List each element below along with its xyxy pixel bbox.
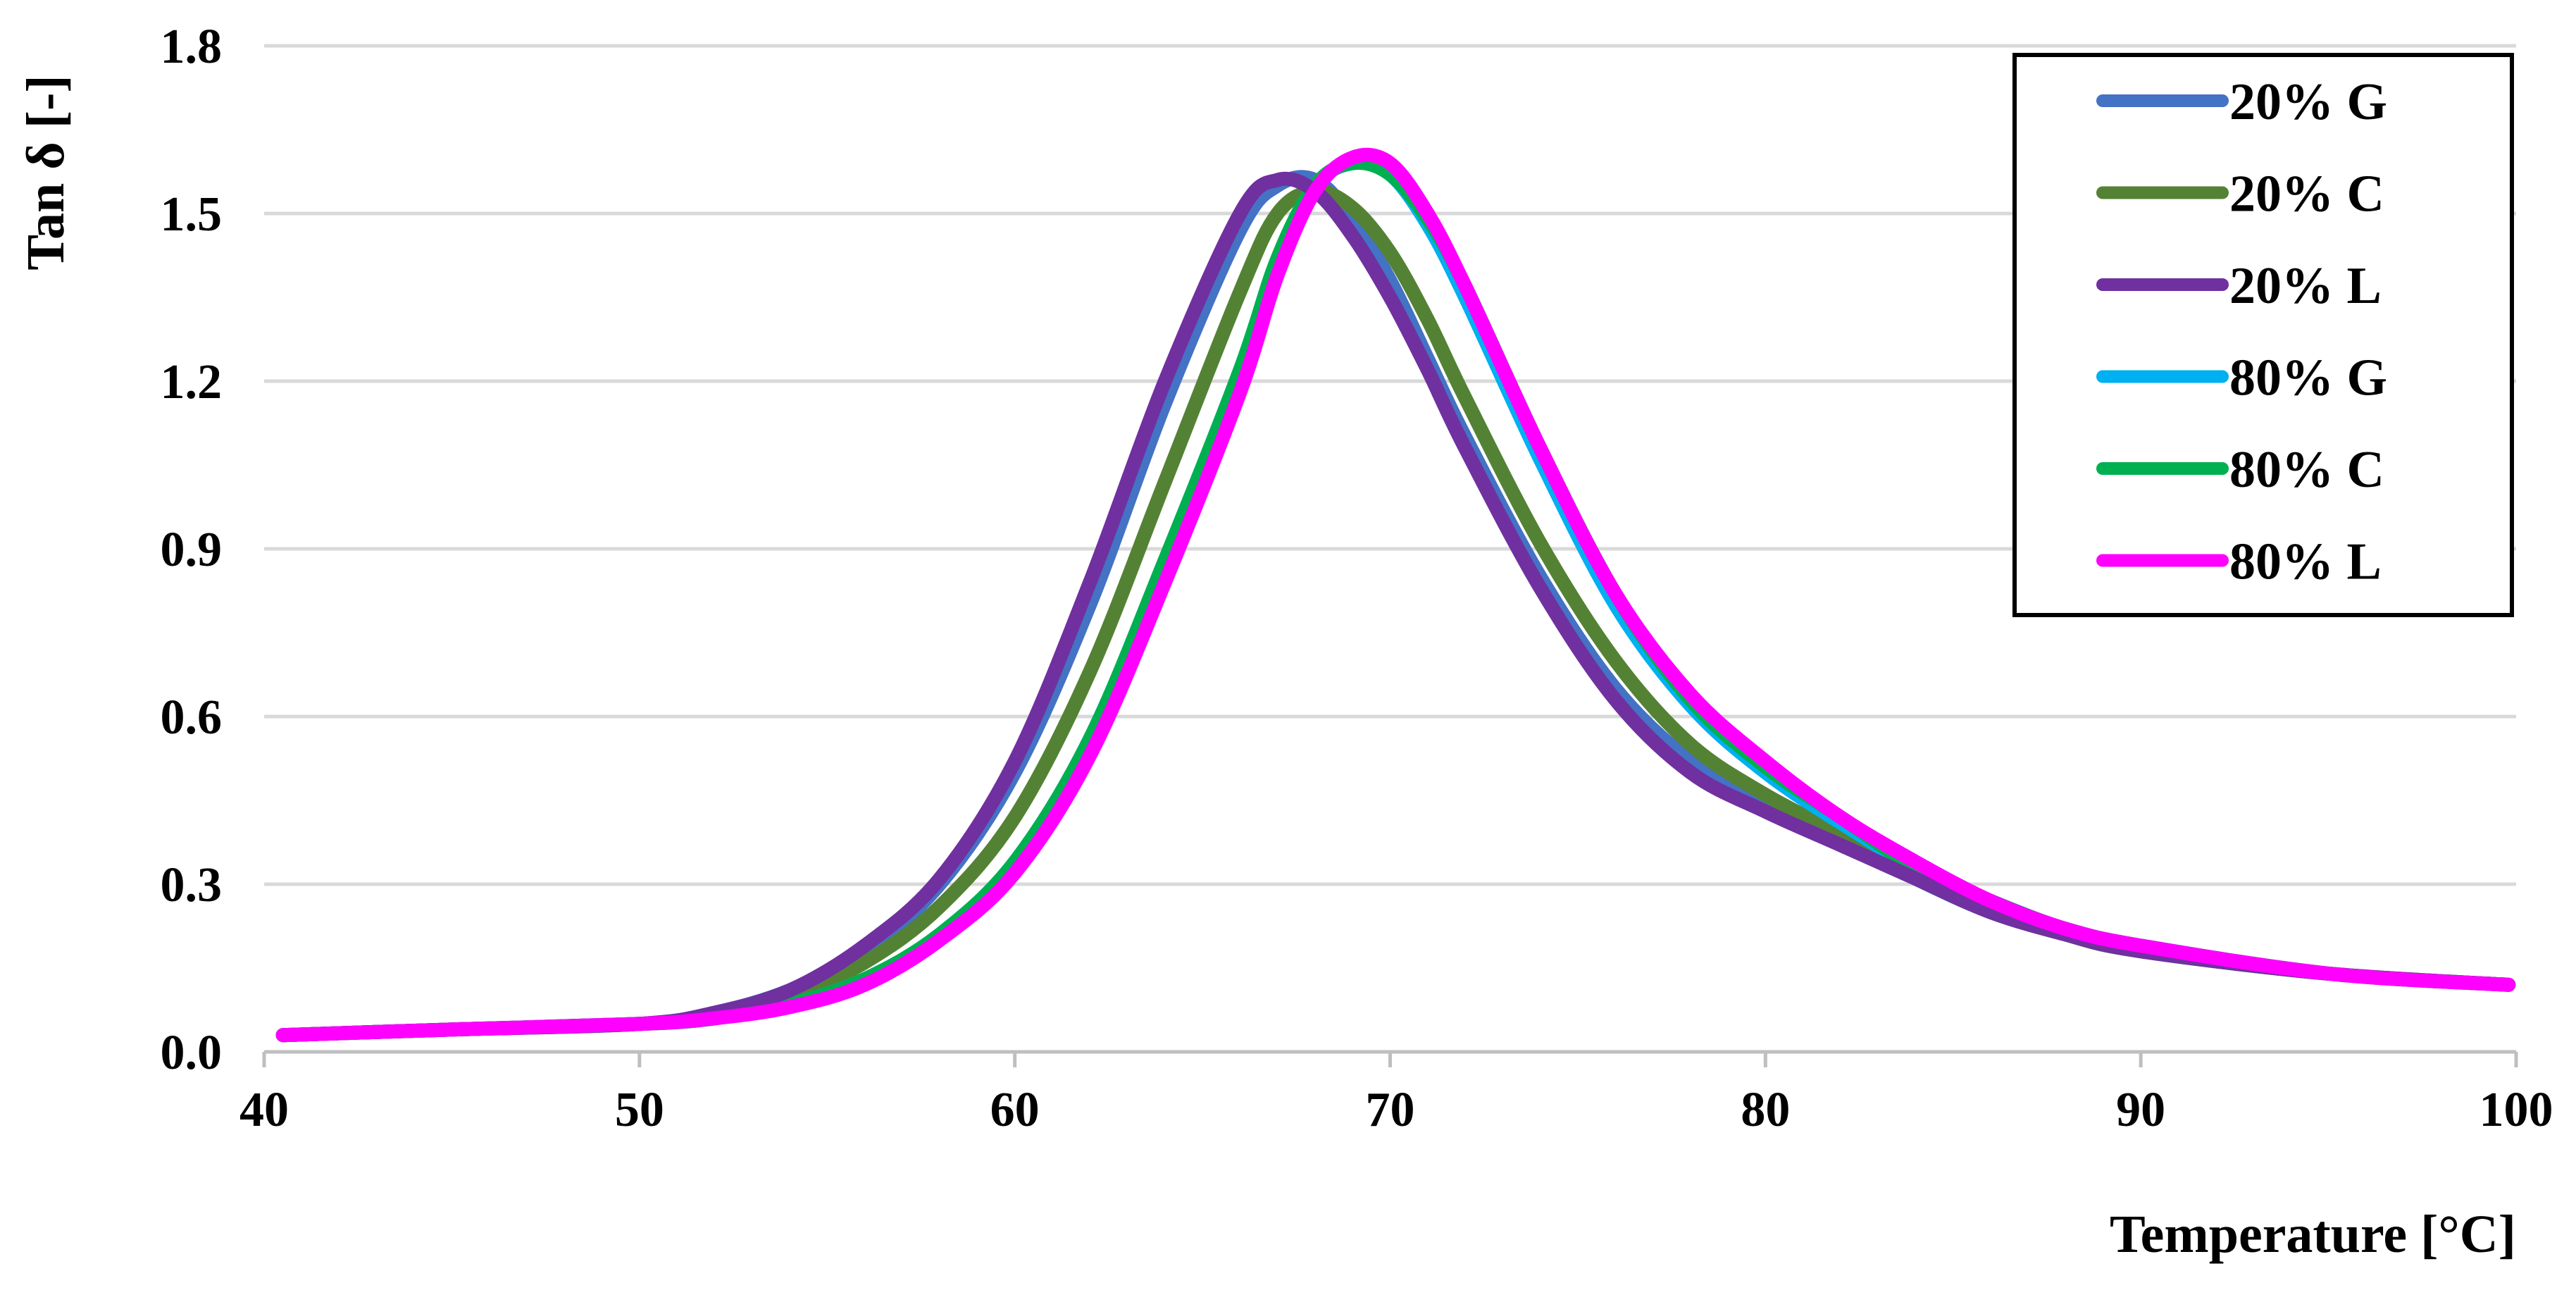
legend: 20% G 20% C 20% L 80% G 80% C 80% L (2012, 53, 2514, 617)
y-tick-label: 1.8 (161, 20, 223, 74)
x-tick-label: 50 (615, 1083, 664, 1137)
gridlines (264, 44, 2516, 886)
x-tick-label: 60 (990, 1083, 1040, 1137)
series-lines (275, 147, 2516, 1043)
series-line-80-l (275, 147, 2516, 1043)
y-tick-label: 0.3 (161, 858, 223, 912)
x-tick-label: 100 (2479, 1083, 2553, 1137)
axes: 0.0 0.3 0.6 0.9 1.2 1.5 1.8 40 50 60 70 80 90 100 (161, 20, 2553, 1137)
y-tick-label: 0.6 (161, 690, 223, 745)
legend-label: 80% L (2229, 533, 2382, 591)
x-tick-label: 70 (1366, 1083, 1415, 1137)
legend-label: 20% L (2229, 257, 2382, 315)
series-line-20-l (275, 171, 2516, 1043)
legend-label: 20% C (2229, 166, 2384, 223)
x-tick-label: 40 (239, 1083, 289, 1137)
legend-label: 80% C (2229, 441, 2384, 499)
legend-box (2012, 53, 2514, 617)
y-tick-label: 0.0 (161, 1026, 223, 1080)
legend-label: 80% G (2229, 349, 2387, 407)
legend-label: 20% G (2229, 73, 2387, 131)
x-axis-title: Temperature [°C] (2110, 1205, 2516, 1264)
y-tick-label: 1.2 (161, 355, 223, 409)
y-tick-label: 0.9 (161, 523, 223, 577)
y-tick-label: 1.5 (161, 187, 223, 242)
x-tick-label: 90 (2116, 1083, 2165, 1137)
x-tick-label: 80 (1741, 1083, 1790, 1137)
y-axis-title: Tan δ [-] (16, 75, 75, 270)
